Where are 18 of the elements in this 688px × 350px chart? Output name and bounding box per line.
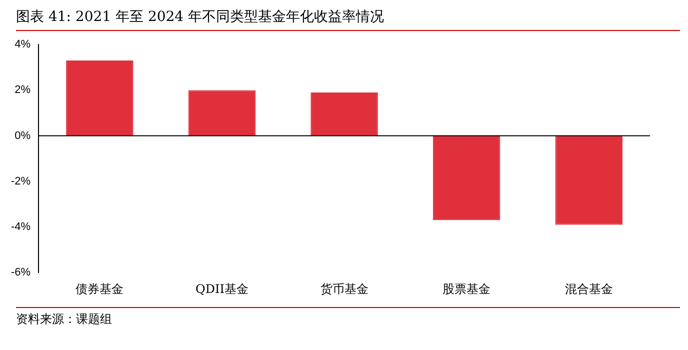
x-tick-label: 债券基金 [76, 282, 124, 296]
bar [66, 60, 134, 136]
bar [432, 136, 500, 220]
bar [188, 90, 256, 136]
x-tick-label: QDII基金 [196, 282, 248, 296]
y-tick-label: 2% [14, 84, 31, 96]
y-tick-label: -6% [11, 266, 31, 279]
y-tick-label: -4% [11, 221, 31, 234]
x-tick-label: 货币基金 [320, 282, 368, 296]
x-tick-label: 混合基金 [564, 282, 613, 296]
y-tick-label: 0% [14, 130, 31, 142]
y-tick-label: -2% [11, 175, 31, 188]
bar [310, 92, 378, 136]
text: 资料来源：课题组 [16, 307, 680, 328]
x-tick-label: 股票基金 [442, 282, 491, 296]
y-tick-label: 4% [14, 38, 31, 51]
chart-title: 图表 41: 2021 年至 2024 年不同类型基金年化收益率情况 [16, 8, 680, 31]
bar [555, 136, 622, 225]
